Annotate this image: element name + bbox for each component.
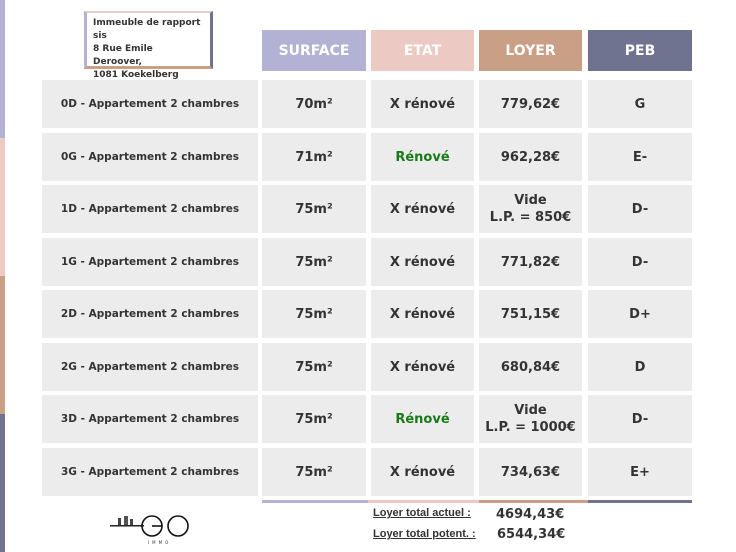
cell-loyer: 779,62€ [479, 80, 582, 128]
total-actuel-value: 4694,43€ [496, 507, 565, 522]
cell-label: 0G - Appartement 2 chambres [42, 133, 258, 181]
total-actuel-label: Loyer total actuel : [373, 507, 471, 519]
cell-peb: D- [588, 185, 692, 233]
footer-bar [262, 500, 368, 503]
address-line: Immeuble de rapport sis [93, 18, 201, 41]
cell-etat: X rénové [371, 185, 474, 233]
cell-peb: D- [588, 238, 692, 286]
cell-peb: E+ [588, 448, 692, 496]
cell-loyer: 680,84€ [479, 343, 582, 391]
cell-label: 1G - Appartement 2 chambres [42, 238, 258, 286]
header-surface: SURFACE [262, 30, 366, 71]
loyer-potential: L.P. = 1000€ [485, 420, 576, 435]
cell-label: 3G - Appartement 2 chambres [42, 448, 258, 496]
cell-etat: Rénové [371, 395, 474, 443]
cell-surface: 75m² [262, 185, 366, 233]
cell-surface: 71m² [262, 133, 366, 181]
cell-etat: Rénové [371, 133, 474, 181]
address-line: 1081 Koekelberg [93, 70, 179, 80]
cell-loyer: 962,28€ [479, 133, 582, 181]
footer-bar [368, 500, 479, 503]
cell-surface: 75m² [262, 238, 366, 286]
footer-bar [588, 500, 692, 503]
cell-peb: G [588, 80, 692, 128]
side-strip [0, 138, 5, 276]
cell-loyer: 734,63€ [479, 448, 582, 496]
cell-loyer: 751,15€ [479, 290, 582, 338]
loyer-status: Vide [514, 193, 547, 208]
cell-surface: 75m² [262, 290, 366, 338]
svg-text:IMMO: IMMO [148, 540, 171, 545]
total-potent-label: Loyer total potent. : [373, 528, 476, 540]
go-logo: IMMO [108, 512, 192, 546]
cell-etat: X rénové [371, 290, 474, 338]
address-line: 8 Rue Emile Deroover, [93, 44, 153, 67]
side-strip [0, 276, 5, 414]
cell-etat: X rénové [371, 80, 474, 128]
header-etat: ETAT [371, 30, 474, 71]
loyer-status: Vide [514, 403, 547, 418]
header-peb: PEB [588, 30, 692, 71]
cell-etat: X rénové [371, 343, 474, 391]
cell-label: 2D - Appartement 2 chambres [42, 290, 258, 338]
cell-peb: D+ [588, 290, 692, 338]
loyer-potential: L.P. = 850€ [489, 210, 572, 225]
cell-label: 0D - Appartement 2 chambres [42, 80, 258, 128]
footer-bar [479, 500, 588, 503]
cell-surface: 75m² [262, 448, 366, 496]
cell-etat: X rénové [371, 238, 474, 286]
side-strip [0, 414, 5, 552]
cell-surface: 75m² [262, 395, 366, 443]
cell-label: 1D - Appartement 2 chambres [42, 185, 258, 233]
cell-loyer: Vide L.P. = 850€ [479, 185, 582, 233]
total-potent-value: 6544,34€ [497, 527, 566, 542]
cell-peb: D [588, 343, 692, 391]
cell-etat: X rénové [371, 448, 474, 496]
cell-surface: 75m² [262, 343, 366, 391]
cell-peb: D- [588, 395, 692, 443]
address-box: Immeuble de rapport sis 8 Rue Emile Dero… [84, 11, 213, 80]
cell-peb: E- [588, 133, 692, 181]
side-strip [0, 0, 5, 138]
cell-loyer: 771,82€ [479, 238, 582, 286]
header-loyer: LOYER [479, 30, 582, 71]
cell-loyer: Vide L.P. = 1000€ [479, 395, 582, 443]
cell-label: 3D - Appartement 2 chambres [42, 395, 258, 443]
cell-label: 2G - Appartement 2 chambres [42, 343, 258, 391]
cell-surface: 70m² [262, 80, 366, 128]
